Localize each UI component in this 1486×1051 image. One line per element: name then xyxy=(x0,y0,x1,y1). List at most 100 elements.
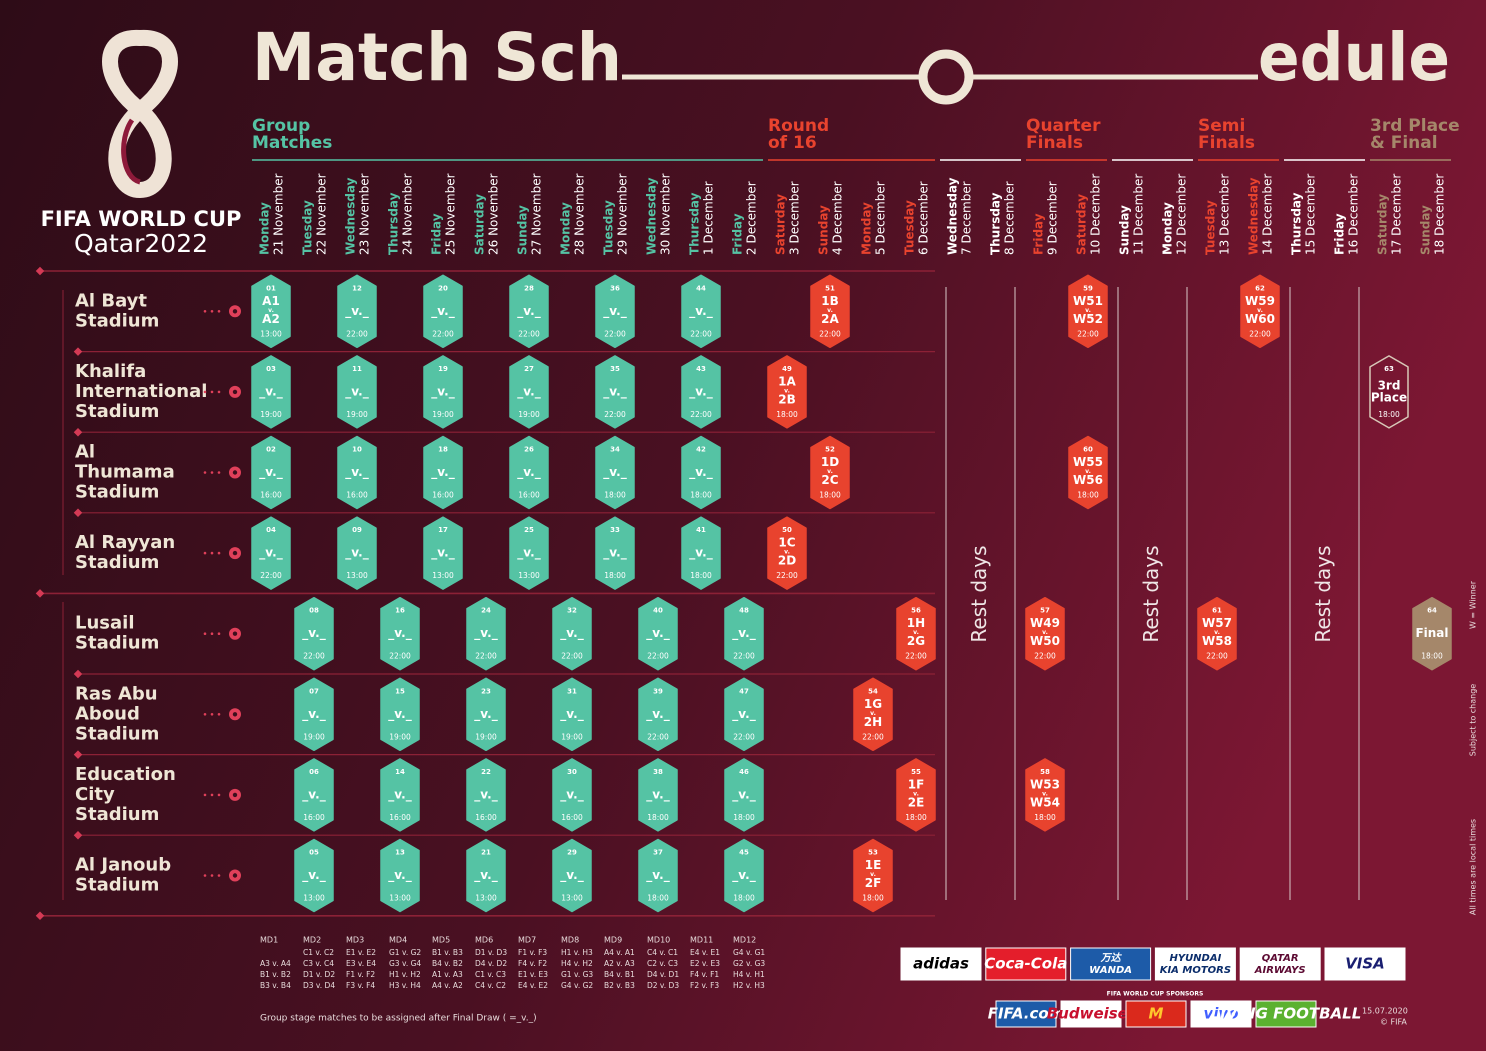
match-number: 53 xyxy=(868,849,878,857)
match-teams: 2G xyxy=(907,634,925,648)
date: 17 December xyxy=(1390,174,1404,255)
matchday-fixture: A2 v. A3 xyxy=(604,959,635,968)
matchday-fixture: C1 v. C2 xyxy=(303,948,334,957)
badge-shape xyxy=(552,677,592,752)
matchday-fixture: G1 v. G2 xyxy=(389,948,421,957)
weekday: Tuesday xyxy=(903,200,917,255)
match-teams: _v._ xyxy=(345,546,368,561)
matchday-fixture: H4 v. H2 xyxy=(561,959,593,968)
match-teams: 1H xyxy=(907,616,925,630)
match-number: 07 xyxy=(309,687,319,695)
logo-emblem xyxy=(102,29,178,199)
match-time: 18:00 xyxy=(604,571,626,580)
sponsor-box xyxy=(1125,1000,1187,1028)
date: 30 November xyxy=(659,173,673,255)
match-teams: _v._ xyxy=(560,707,583,722)
match-teams: 1B xyxy=(821,294,839,308)
sponsor-box xyxy=(1190,1000,1252,1028)
sponsor-name: WANDA xyxy=(1089,965,1132,976)
ball-icon xyxy=(232,389,238,395)
match-badge: 45 _v._ 18:00 xyxy=(724,838,764,913)
stage-label: Quarter xyxy=(1026,116,1101,136)
match-number: 17 xyxy=(438,526,448,534)
match-teams: W58 xyxy=(1202,634,1232,648)
date: 13 December xyxy=(1218,174,1232,255)
badge-shape xyxy=(294,838,334,913)
match-time: 16:00 xyxy=(346,491,368,500)
sponsor-name: M xyxy=(1149,1005,1164,1023)
match-number: 56 xyxy=(911,607,921,615)
match-time: 18:00 xyxy=(690,571,712,580)
matchday-fixture: H4 v. H1 xyxy=(733,970,765,979)
matchday-fixture: C4 v. C1 xyxy=(647,948,678,957)
matchday-label: MD6 xyxy=(475,936,493,945)
weekday: Thursday xyxy=(989,192,1003,255)
match-teams: 1E xyxy=(865,858,882,872)
matchday-label: MD8 xyxy=(561,936,579,945)
match-badge: 29 _v._ 13:00 xyxy=(552,838,592,913)
match-badge: 03 _v._ 19:00 xyxy=(251,355,291,429)
weekday: Wednesday xyxy=(1247,177,1261,255)
matchday-fixture: C1 v. C3 xyxy=(475,970,506,979)
match-time: 13:00 xyxy=(475,894,497,903)
match-badge: 40 _v._ 22:00 xyxy=(638,596,678,671)
matchday-fixture: A4 v. A2 xyxy=(432,981,463,990)
match-teams: _v._ xyxy=(431,384,454,399)
match-time: 22:00 xyxy=(690,410,712,419)
badge-shape xyxy=(466,758,506,832)
matchday-fixture: D1 v. D3 xyxy=(475,948,507,957)
matchday-fixture: D3 v. D4 xyxy=(303,981,335,990)
date: 5 December xyxy=(874,181,888,255)
match-badge: 35 _v._ 22:00 xyxy=(595,355,635,429)
date: 3 December xyxy=(788,181,802,255)
rest-label: Rest days xyxy=(1311,545,1335,642)
matchday-fixture: F1 v. F2 xyxy=(346,970,375,979)
match-badge: 21 _v._ 13:00 xyxy=(466,838,506,913)
date: 26 November xyxy=(487,173,501,255)
match-number: 64 xyxy=(1427,607,1437,615)
sponsor-name: AIRWAYS xyxy=(1254,965,1306,976)
match-badge: 13 _v._ 13:00 xyxy=(380,838,420,913)
match-badge: 42 _v._ 18:00 xyxy=(681,435,721,510)
badge-shape xyxy=(896,596,936,671)
badge-shape xyxy=(251,274,291,349)
date: 16 December xyxy=(1347,174,1361,255)
badge-shape xyxy=(853,677,893,752)
match-teams: _v._ xyxy=(732,626,755,641)
match-number: 44 xyxy=(696,284,706,292)
matchday-fixture: B1 v. B2 xyxy=(260,970,291,979)
match-teams: v. xyxy=(827,468,833,475)
matchday-fixture: D2 v. D3 xyxy=(647,981,679,990)
badge-shape xyxy=(251,355,291,429)
sponsor-name: LIVING FOOTBALL xyxy=(1211,1005,1362,1023)
match-time: 22:00 xyxy=(819,329,841,338)
match-teams: W54 xyxy=(1030,795,1060,809)
match-teams: _v._ xyxy=(302,868,325,883)
match-teams: v. xyxy=(1085,468,1091,475)
stadium-name: International xyxy=(75,381,207,402)
badge-shape xyxy=(1068,435,1108,510)
match-number: 21 xyxy=(481,849,491,857)
ball-icon xyxy=(232,873,238,878)
sponsor-name: HYUNDAI xyxy=(1169,953,1221,964)
match-time: 22:00 xyxy=(518,329,540,338)
matchday-fixture: B2 v. B3 xyxy=(604,981,635,990)
match-teams: _v._ xyxy=(517,304,540,319)
badge-shape xyxy=(638,596,678,671)
match-badge: 01 A1v.A2 13:00 xyxy=(251,274,291,349)
matchday-label: MD12 xyxy=(733,936,756,945)
dot xyxy=(210,551,214,555)
match-badge: 31 _v._ 19:00 xyxy=(552,677,592,752)
match-teams: _v._ xyxy=(388,626,411,641)
matchday-label: MD10 xyxy=(647,936,670,945)
sponsor-box xyxy=(1060,1000,1122,1028)
match-teams: _v._ xyxy=(603,384,626,399)
dot xyxy=(217,310,221,313)
match-badge: 10 _v._ 16:00 xyxy=(337,435,377,510)
match-badge: 28 _v._ 22:00 xyxy=(509,274,549,349)
stage-label: Matches xyxy=(252,133,332,153)
